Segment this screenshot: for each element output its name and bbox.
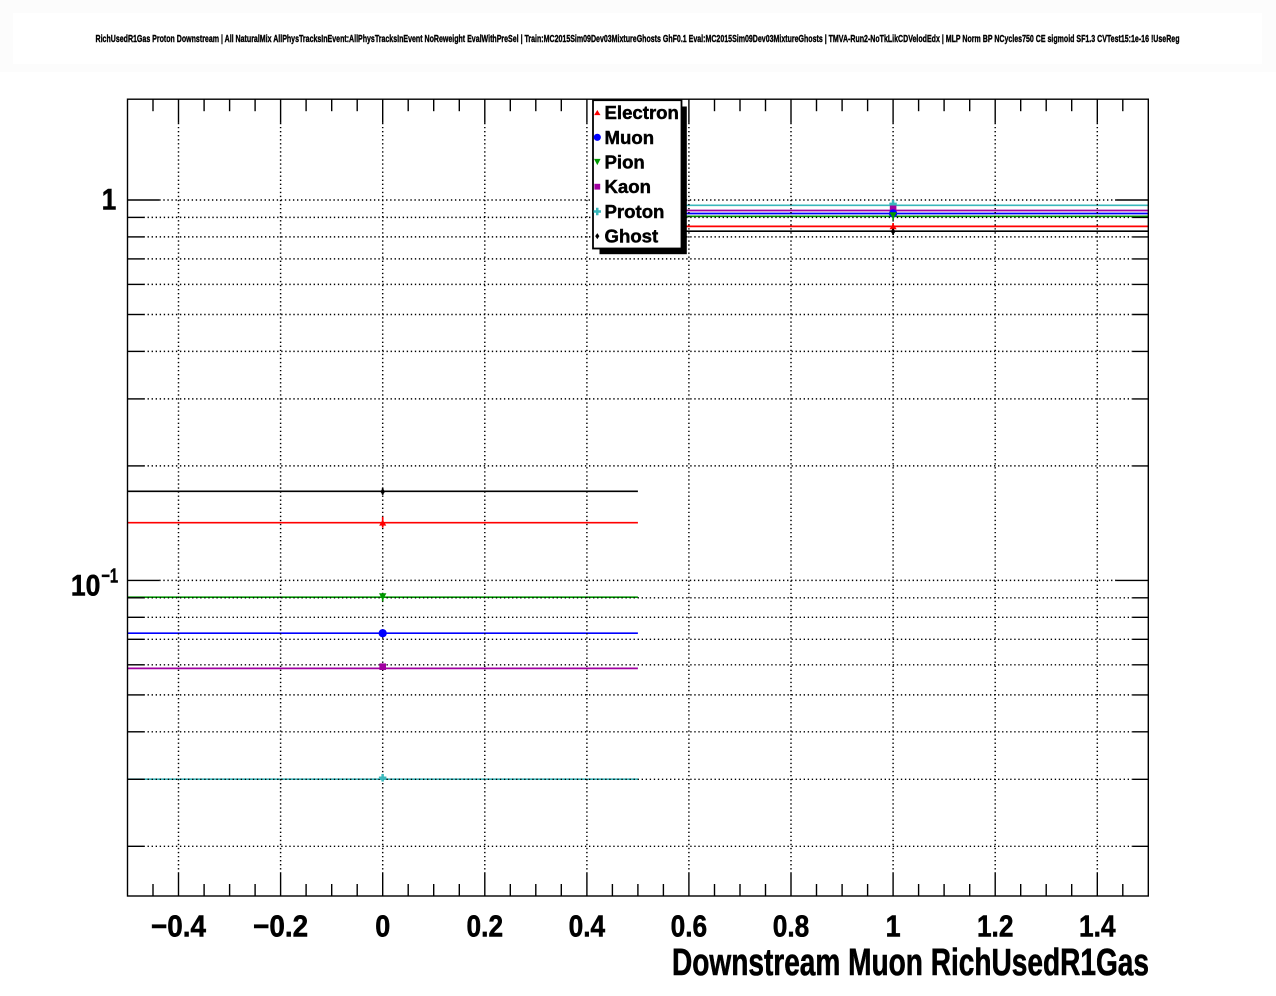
svg-text:0.4: 0.4 [569,910,606,944]
svg-text:Ghost: Ghost [605,226,659,247]
svg-text:1.4: 1.4 [1079,910,1116,944]
svg-text:Proton: Proton [605,201,665,222]
svg-text:0.2: 0.2 [467,910,504,944]
svg-text:Muon: Muon [605,127,655,148]
svg-text:1: 1 [102,183,117,216]
svg-text:Electron: Electron [605,102,679,123]
svg-text:0.8: 0.8 [773,910,810,944]
svg-text:Downstream Muon RichUsedR1Gas: Downstream Muon RichUsedR1Gas [672,942,1149,984]
svg-text:1.2: 1.2 [977,910,1014,944]
svg-text:−0.2: −0.2 [253,910,308,944]
svg-text:10: 10 [71,569,101,602]
svg-text:−0.4: −0.4 [151,910,206,944]
svg-text:RichUsedR1Gas Proton Downstrea: RichUsedR1Gas Proton Downstream | All Na… [96,33,1180,45]
svg-text:Pion: Pion [605,152,645,173]
svg-text:0.6: 0.6 [671,910,708,944]
svg-text:0: 0 [375,910,390,944]
svg-text:−1: −1 [101,565,118,587]
svg-text:1: 1 [886,910,901,944]
svg-text:Kaon: Kaon [605,176,651,197]
